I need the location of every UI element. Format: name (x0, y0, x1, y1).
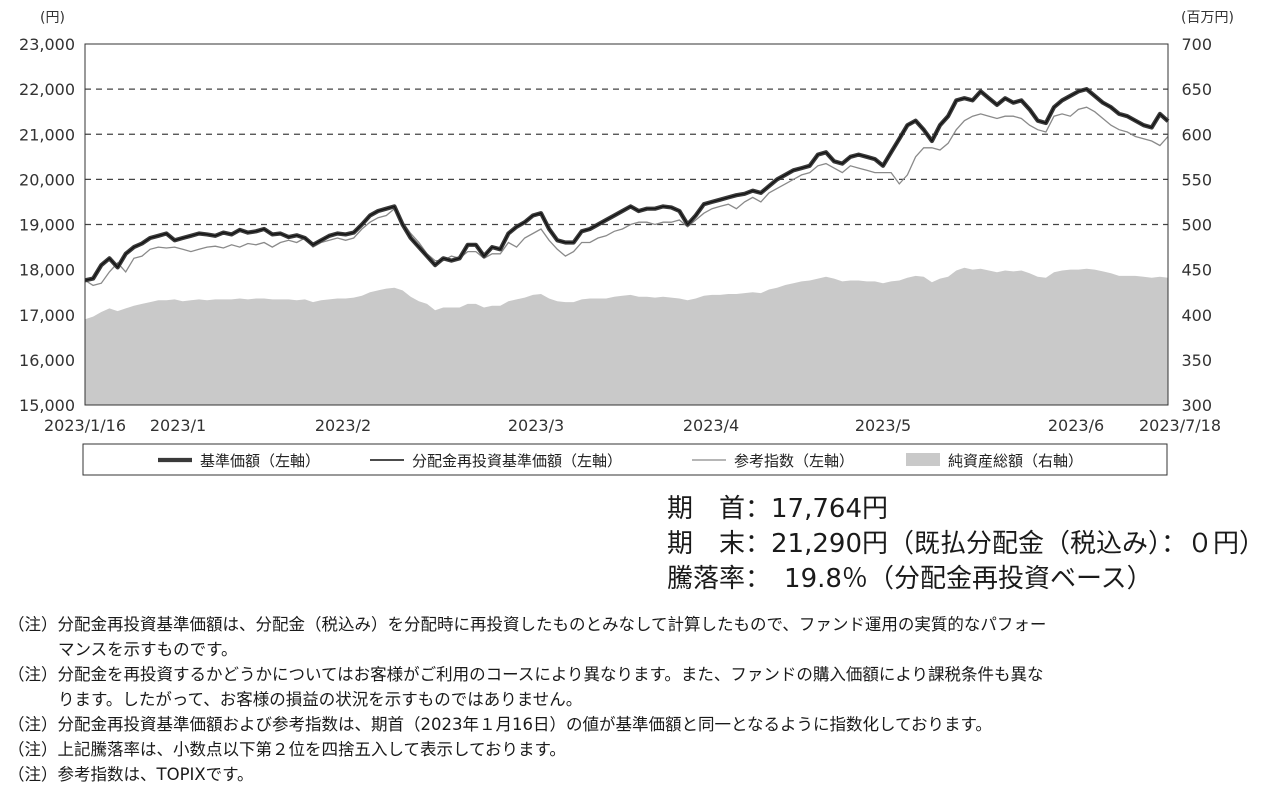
right-tick-label: 450 (1181, 261, 1212, 280)
x-tick-label: 2023/1 (150, 416, 206, 435)
series-nav-line (84, 86, 1170, 283)
legend-label-reinvested: 分配金再投資基準価額（左軸） (412, 452, 622, 470)
x-axis-labels: 2023/1/16 2023/1 2023/2 2023/3 2023/4 2023/5 2… (44, 416, 1221, 435)
x-tick-label: 2023/3 (508, 416, 564, 435)
left-axis-ticks: 23,000 22,000 21,000 20,000 19,000 18,000 17,0… (19, 35, 75, 415)
footnote: （注）分配金を再投資するかどうかについてはお客様がご利用のコースにより異なります… (8, 665, 1044, 684)
summary-start-value: 17,764円 (771, 494, 888, 524)
summary-change-row: 騰落率： 19.8％（分配金再投資ベース） (667, 562, 1267, 597)
legend-swatch-net-assets (906, 453, 940, 466)
right-axis-unit: (百万円) (1181, 10, 1234, 26)
footnote: （注）分配金再投資基準価額は、分配金（税込み）を分配時に再投資したものとみなして… (8, 615, 1047, 634)
chart-grid (85, 88, 1168, 226)
x-tick-label: 2023/4 (683, 416, 739, 435)
right-tick-label: 550 (1181, 170, 1212, 189)
left-tick-label: 15,000 (19, 396, 75, 415)
performance-summary: 期 首：17,764円 期 末：21,290円（既払分配金（税込み）：０円） 騰… (667, 492, 1267, 597)
summary-end-note: （既払分配金（税込み）：０円） (888, 529, 1266, 559)
summary-start-row: 期 首：17,764円 (667, 492, 1267, 527)
left-tick-label: 19,000 (19, 216, 75, 235)
summary-change-note: （分配金再投資ベース） (867, 564, 1153, 594)
summary-end-label: 期 末： (667, 529, 772, 559)
left-tick-label: 18,000 (19, 261, 75, 280)
footnote: （注）分配金再投資基準価額および参考指数は、期首（2023年１月16日）の値が基… (8, 715, 992, 734)
plot-frame (84, 43, 1169, 406)
series-reference-index-line (84, 106, 1169, 287)
left-axis-unit: (円) (40, 10, 65, 26)
x-tick-label: 2023/2 (315, 416, 371, 435)
left-tick-label: 17,000 (19, 306, 75, 325)
x-tick-label: 2023/1/16 (44, 416, 126, 435)
footnote: （注）参考指数は、TOPIXです。 (8, 765, 254, 784)
right-tick-label: 500 (1181, 216, 1212, 235)
right-tick-label: 300 (1181, 396, 1212, 415)
footnote: （注）上記騰落率は、小数点以下第２位を四捨五入して表示しております。 (8, 740, 566, 759)
left-tick-label: 20,000 (19, 170, 75, 189)
x-tick-label: 2023/6 (1048, 416, 1104, 435)
series-net-assets-area (85, 267, 1168, 405)
right-tick-label: 400 (1181, 306, 1212, 325)
footnote-continuation: マンスを示すものです。 (58, 640, 238, 659)
summary-change-label: 騰落率： (667, 564, 759, 594)
right-axis-ticks: 700 650 600 550 500 450 400 350 300 (1181, 35, 1212, 415)
chart-legend: 基準価額（左軸） 分配金再投資基準価額（左軸） 参考指数（左軸） 純資産総額（右… (82, 443, 1168, 476)
legend-frame (82, 443, 1168, 476)
left-tick-label: 22,000 (19, 80, 75, 99)
summary-start-label: 期 首： (667, 494, 772, 524)
legend-label-nav: 基準価額（左軸） (200, 452, 320, 470)
x-tick-label: 2023/7/18 (1139, 416, 1221, 435)
performance-chart: (円) (百万円) 23,000 22,000 21,000 20,000 19,000… (19, 10, 1234, 476)
footnote-continuation: ります。したがって、お客様の損益の状況を示すものではありません。 (58, 690, 583, 709)
footnotes: （注）分配金再投資基準価額は、分配金（税込み）を分配時に再投資したものとみなして… (8, 612, 1273, 787)
left-tick-label: 21,000 (19, 125, 75, 144)
right-tick-label: 700 (1181, 35, 1212, 54)
legend-label-net-assets: 純資産総額（右軸） (948, 452, 1083, 470)
series-reinvested-nav-line (84, 88, 1169, 281)
right-tick-label: 650 (1181, 80, 1212, 99)
right-tick-label: 600 (1181, 125, 1212, 144)
left-tick-label: 23,000 (19, 35, 75, 54)
right-tick-label: 350 (1181, 351, 1212, 370)
summary-end-row: 期 末：21,290円（既払分配金（税込み）：０円） (667, 527, 1267, 562)
legend-label-reference: 参考指数（左軸） (734, 452, 854, 470)
x-tick-label: 2023/5 (855, 416, 911, 435)
left-tick-label: 16,000 (19, 351, 75, 370)
summary-change-value: 19.8％ (784, 564, 868, 594)
summary-end-value: 21,290円 (771, 529, 888, 559)
